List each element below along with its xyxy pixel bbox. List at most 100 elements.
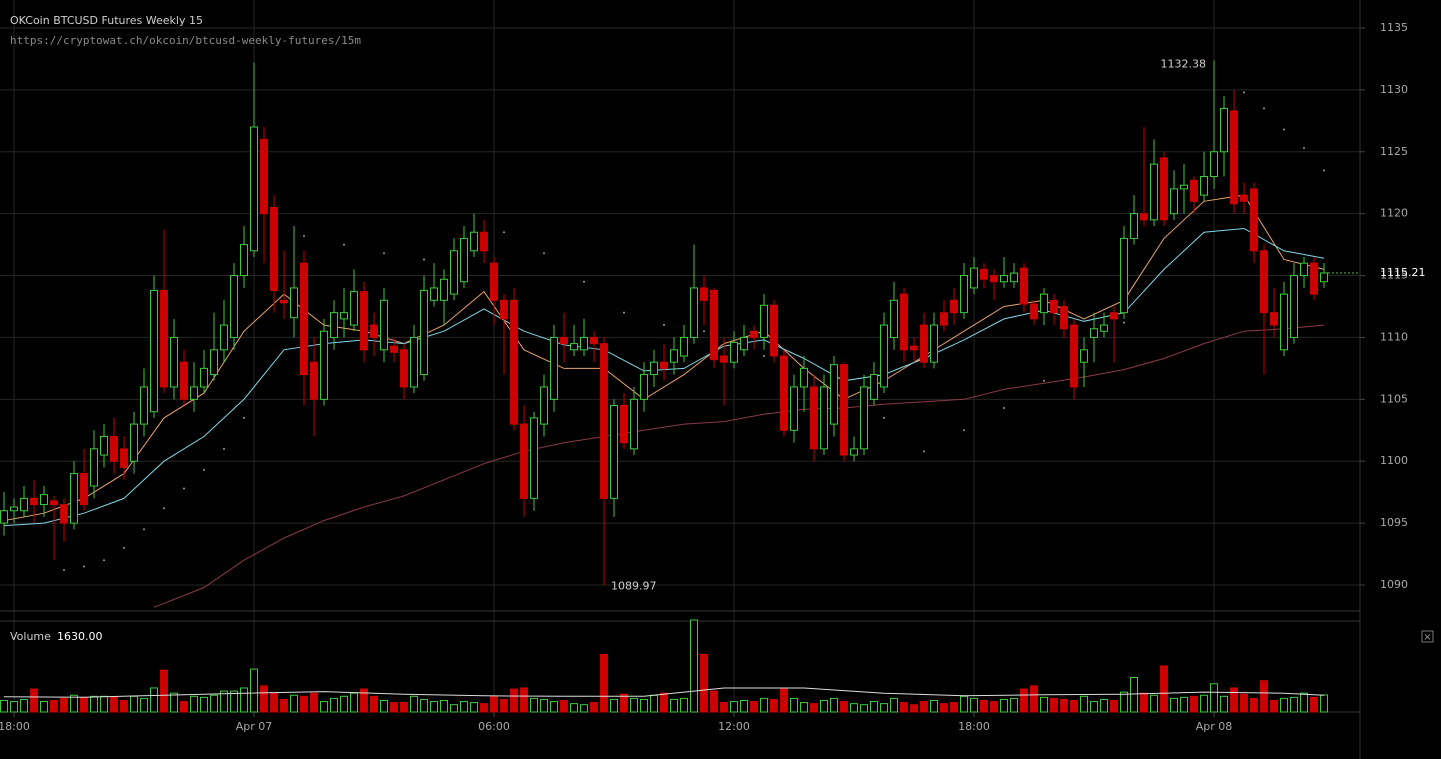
candle-body xyxy=(70,473,78,524)
candle-body xyxy=(560,336,568,345)
candle-body xyxy=(630,398,638,450)
volume-bar xyxy=(500,698,508,713)
high-label: 1132.38 xyxy=(1161,57,1207,70)
close-button[interactable]: × xyxy=(1421,630,1434,643)
sar-dot xyxy=(1303,147,1305,150)
candle-body xyxy=(1310,262,1318,295)
y-tick-label: 1090 xyxy=(1380,578,1408,591)
sar-dot xyxy=(1123,321,1125,324)
volume-bar xyxy=(1120,691,1128,713)
volume-readout: 1630.00 xyxy=(57,630,103,643)
candle-body xyxy=(270,206,278,291)
volume-bar xyxy=(980,700,988,713)
candle-body xyxy=(530,417,538,499)
candle-body xyxy=(810,386,818,450)
volume-label: Volume xyxy=(10,630,51,643)
volume-bar xyxy=(390,702,398,713)
candle-body xyxy=(570,343,578,351)
candle-body xyxy=(900,293,908,351)
close-button-icon[interactable]: × xyxy=(1423,632,1431,643)
indicator-line xyxy=(153,324,1325,608)
x-tick-label: 18:00 xyxy=(958,720,990,733)
volume-bar xyxy=(250,668,258,713)
candle-body xyxy=(930,324,938,363)
volume-bar xyxy=(10,701,18,713)
sar-dot xyxy=(1323,169,1325,172)
sar-dot xyxy=(763,355,765,358)
sar-dot xyxy=(883,416,885,419)
sar-dot xyxy=(623,311,625,314)
candle-body xyxy=(1040,293,1048,314)
sar-dot xyxy=(583,280,585,283)
sar-dot xyxy=(303,234,305,237)
y-tick-label: 1110 xyxy=(1380,330,1408,343)
volume-bar xyxy=(1170,697,1178,713)
candle-body xyxy=(760,304,768,338)
candle-body xyxy=(830,364,838,425)
candle-body xyxy=(1150,163,1158,221)
candle-body xyxy=(490,262,498,301)
last-price-label: 1115.21 xyxy=(1380,266,1426,279)
candle-body xyxy=(1030,303,1038,320)
candle-body xyxy=(680,336,688,357)
candle-body xyxy=(790,386,798,431)
volume-bar xyxy=(920,701,928,713)
candle-body xyxy=(720,355,728,363)
sar-dot xyxy=(703,330,705,333)
candle-body xyxy=(510,299,518,425)
candle-body xyxy=(40,494,48,506)
volume-bar xyxy=(850,703,858,713)
volume-bar xyxy=(1180,696,1188,713)
candle-body xyxy=(360,291,368,351)
volume-bar xyxy=(580,704,588,713)
candle-body xyxy=(700,287,708,301)
volume-bar xyxy=(1300,692,1308,713)
sar-dot xyxy=(503,231,505,234)
candle-body xyxy=(350,291,358,326)
volume-bar xyxy=(630,697,638,713)
volume-bar xyxy=(130,695,138,713)
volume-bar xyxy=(680,697,688,713)
candle-body xyxy=(620,405,628,444)
volume-bar xyxy=(910,704,918,713)
candle-body xyxy=(960,275,968,314)
volume-bar xyxy=(120,700,128,713)
candle-body xyxy=(890,299,898,338)
volume-bar xyxy=(0,700,8,713)
y-tick-label: 1100 xyxy=(1380,454,1408,467)
candle-body xyxy=(330,312,338,338)
close-button-box xyxy=(1421,630,1434,643)
sar-dot xyxy=(423,258,425,261)
candle-body xyxy=(1250,188,1258,252)
volume-bar xyxy=(30,688,38,713)
sar-dot xyxy=(183,487,185,490)
candle-body xyxy=(610,405,618,499)
volume-bar xyxy=(40,701,48,713)
volume-bar xyxy=(840,701,848,713)
volume-bar xyxy=(780,687,788,713)
volume-bar xyxy=(400,702,408,713)
volume-bar xyxy=(180,701,188,713)
volume-bar xyxy=(1040,696,1048,713)
volume-bar xyxy=(1200,694,1208,713)
candle-body xyxy=(390,345,398,353)
candle-body xyxy=(750,330,758,338)
candle-body xyxy=(220,324,228,351)
candle-body xyxy=(1270,312,1278,326)
candle-body xyxy=(1280,293,1288,351)
volume-bar xyxy=(1130,677,1138,713)
candle-body xyxy=(180,361,188,400)
y-tick-label: 1125 xyxy=(1380,145,1408,158)
sar-dot xyxy=(1043,379,1045,382)
sar-dot xyxy=(83,565,85,568)
sar-dot xyxy=(143,528,145,531)
candle-body xyxy=(910,345,918,351)
volume-bar xyxy=(930,700,938,713)
candle-body xyxy=(1210,151,1218,178)
volume-bar xyxy=(20,698,28,713)
volume-bar xyxy=(1260,680,1268,713)
volume-bar xyxy=(710,690,718,713)
volume-bar xyxy=(330,697,338,713)
volume-bar xyxy=(380,700,388,713)
